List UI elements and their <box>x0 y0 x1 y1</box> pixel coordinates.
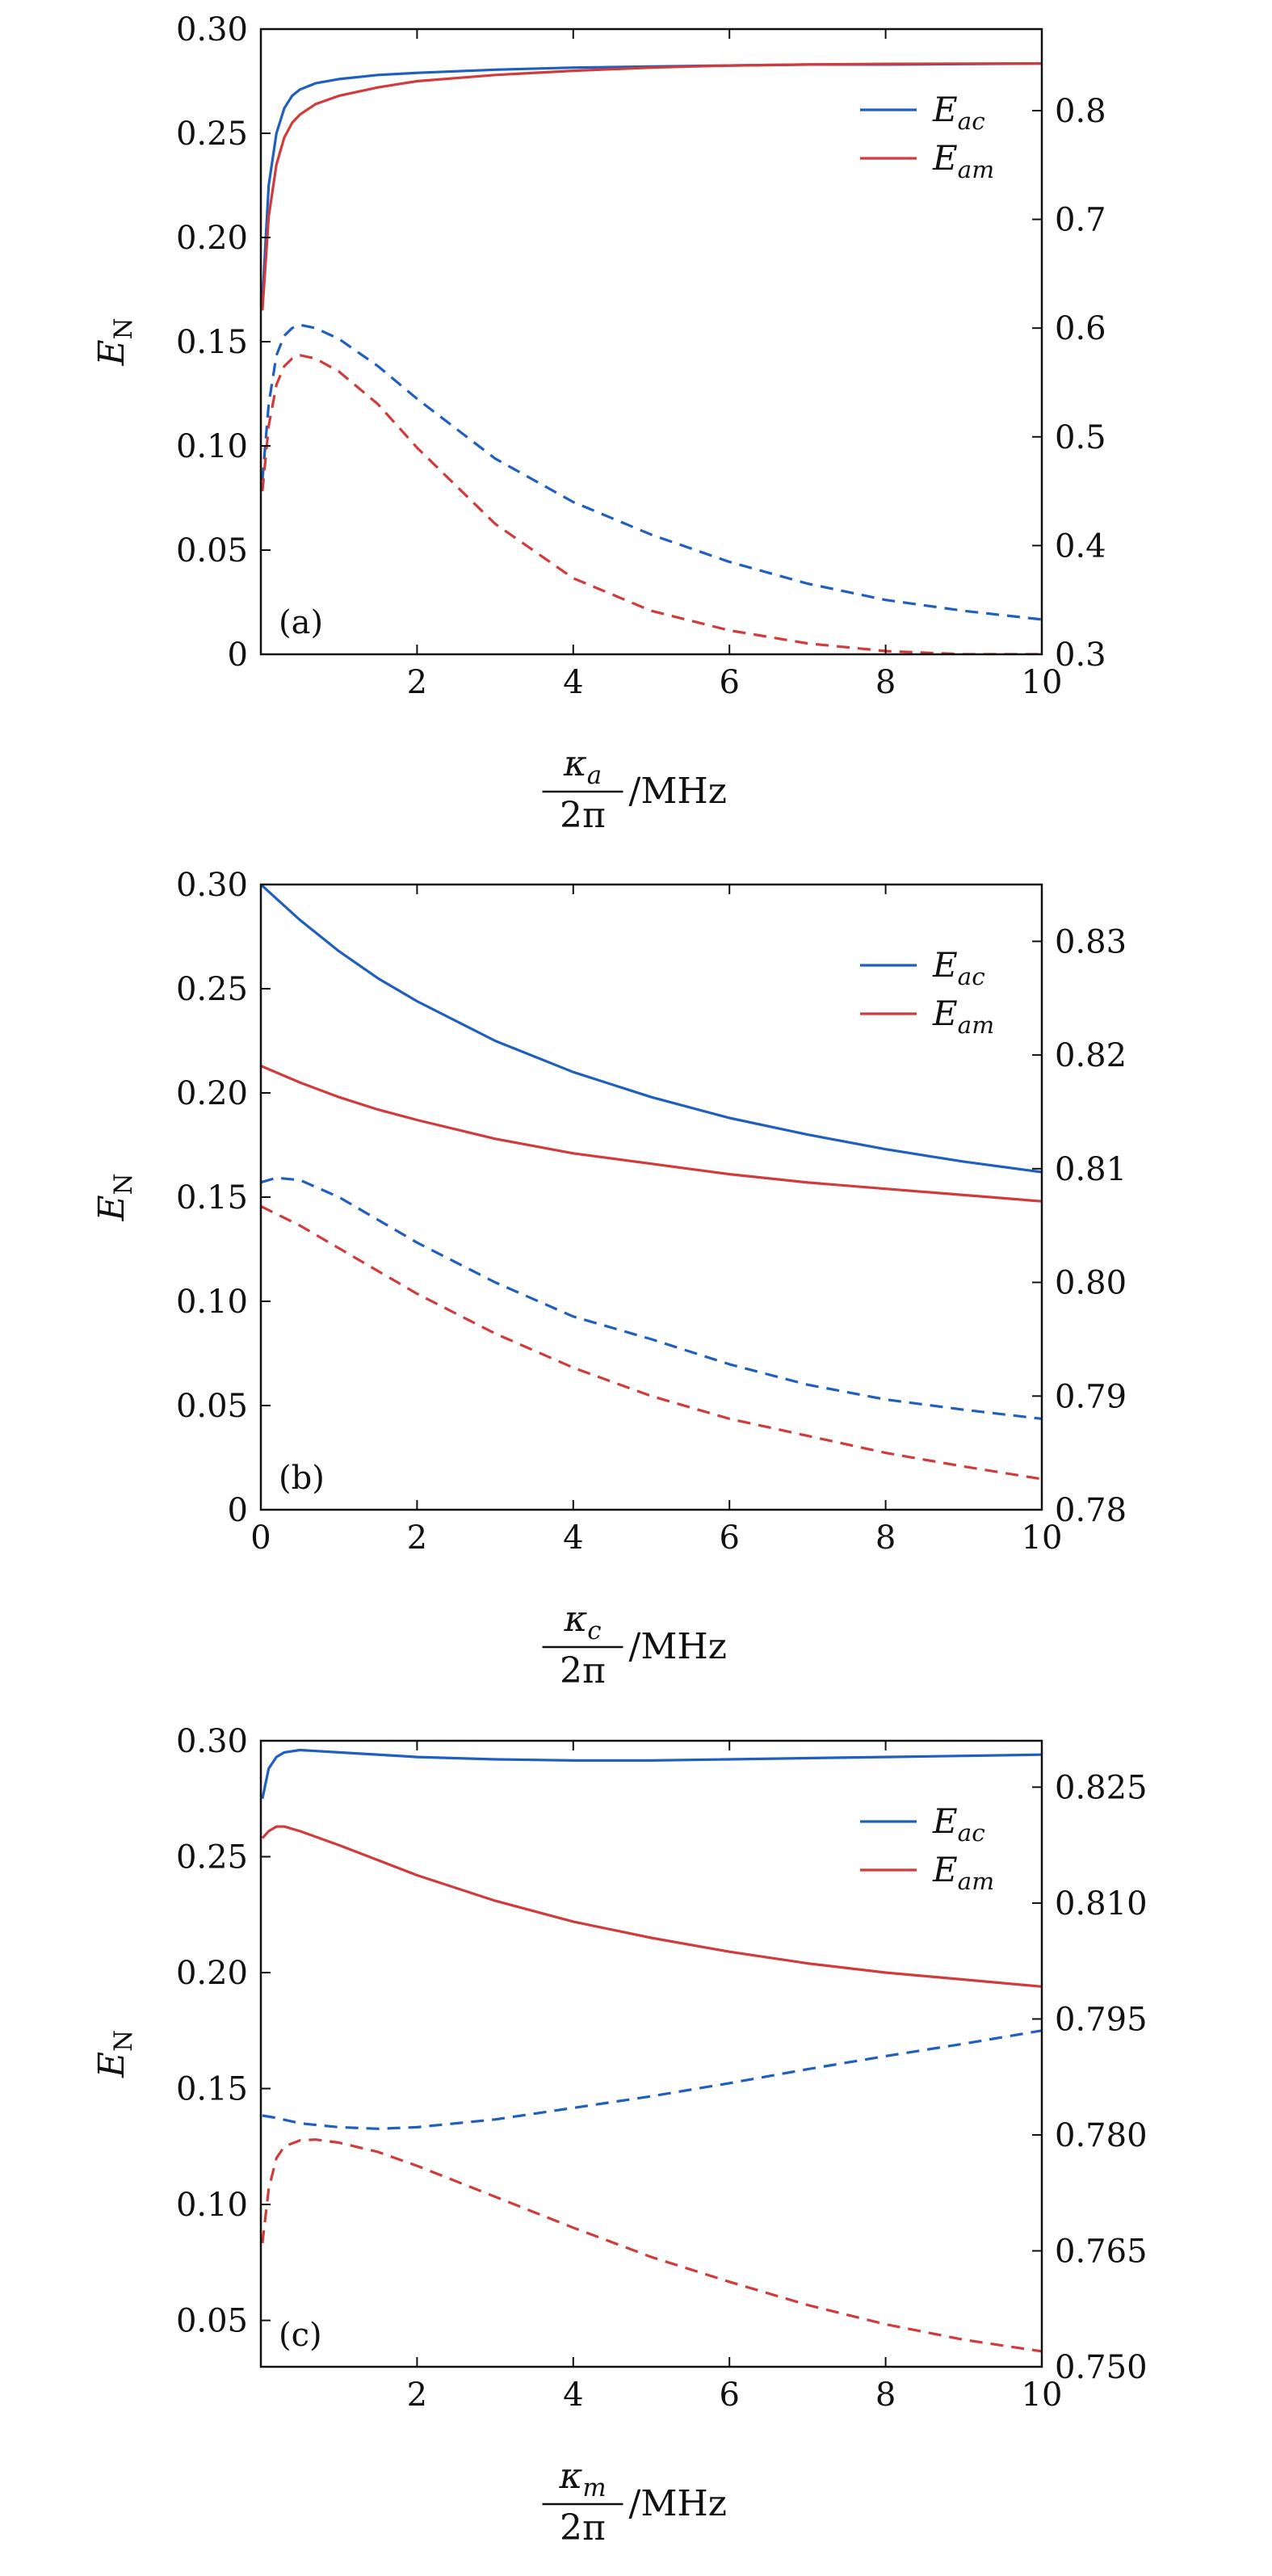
x-axis-label-numerator: κm <box>558 2456 606 2502</box>
chart-panel-b: 0 2 4 6 8 10 0 0.05 0.10 0.15 0.20 0.25 0.30 0.78 0.79… <box>91 867 1127 1691</box>
series-line-e-ac-solid <box>261 885 1042 1174</box>
x-tick-label: 4 <box>563 664 583 701</box>
y-right-tick-label: 0.765 <box>1055 2233 1148 2270</box>
plot-area <box>261 62 1042 654</box>
y-left-tick-label: 0.25 <box>176 116 248 153</box>
x-tick-label: 10 <box>1022 2376 1063 2414</box>
y-right-tick-label: 0.750 <box>1055 2349 1148 2386</box>
series-line-e-ac-solid <box>261 1748 1042 1800</box>
y-right-tick-label: 0.81 <box>1055 1151 1127 1188</box>
legend-label: Eam <box>932 994 994 1039</box>
x-tick-label: 4 <box>563 1519 583 1557</box>
y-right-tick-label: 0.78 <box>1055 1492 1127 1529</box>
y-right-tick-label: 0.79 <box>1055 1378 1127 1415</box>
x-axis-label-numerator: κa <box>563 743 602 790</box>
x-axis-label-unit: /MHz <box>629 771 727 812</box>
x-tick-label: 2 <box>407 2376 427 2414</box>
y-right-tick-label: 0.6 <box>1055 310 1106 347</box>
x-axis-label-unit: /MHz <box>629 1626 727 1667</box>
chart-panel-c: 2 4 6 8 10 0.05 0.10 0.15 0.20 0.25 0.30 0.750 0.765… <box>91 1723 1148 2549</box>
series-line-e-am-dashed <box>261 1204 1042 1481</box>
y-left-tick-label: 0.05 <box>176 1388 248 1425</box>
y-left-tick-label: 0 <box>228 637 248 674</box>
x-tick-label: 2 <box>407 664 427 701</box>
y-right-tick-label: 0.4 <box>1055 527 1106 565</box>
x-tick-label: 8 <box>875 1519 896 1557</box>
chart-panel-a: 2 4 6 8 10 0 0.05 0.10 0.15 0.20 0.25 0.30 0.3 0.4 0.5… <box>91 11 1106 836</box>
y-right-tick-label: 0.8 <box>1055 93 1106 130</box>
y-left-tick-label: 0.10 <box>176 2187 248 2224</box>
series-line-e-ac-dashed <box>262 2029 1042 2130</box>
legend-label: Eac <box>932 945 985 990</box>
x-axis-label-denominator: 2π <box>560 1650 606 1691</box>
y-axis-label: EN <box>91 1173 138 1221</box>
y-right-tick-label: 0.810 <box>1055 1885 1148 1923</box>
series-line-e-am-dashed <box>261 354 1042 654</box>
legend-label: Eam <box>932 138 994 183</box>
x-tick-label: 10 <box>1022 664 1063 701</box>
y-left-tick-label: 0.30 <box>176 1723 248 1760</box>
x-axis-label-unit: /MHz <box>629 2483 727 2524</box>
y-right-tick-label: 0.80 <box>1055 1265 1127 1302</box>
legend-label: Eac <box>932 1801 985 1847</box>
y-left-tick-label: 0.15 <box>176 324 248 361</box>
y-left-tick-label: 0.20 <box>176 220 248 257</box>
series-line-e-am-dashed <box>261 2138 1042 2353</box>
y-right-tick-label: 0.825 <box>1055 1769 1148 1806</box>
series-line-e-am-solid <box>261 62 1042 311</box>
y-left-tick-label: 0.15 <box>176 2071 248 2108</box>
y-right-tick-label: 0.83 <box>1055 923 1127 960</box>
x-tick-label: 4 <box>563 2376 583 2414</box>
y-left-tick-label: 0.20 <box>176 1955 248 1992</box>
y-right-tick-label: 0.780 <box>1055 2117 1148 2154</box>
y-left-tick-label: 0.20 <box>176 1075 248 1112</box>
x-axis-label-denominator: 2π <box>560 795 606 836</box>
series-line-e-ac-solid <box>261 62 1042 300</box>
y-left-tick-label: 0.05 <box>176 2303 248 2340</box>
x-tick-label: 0 <box>250 1519 271 1557</box>
plot-frame <box>259 27 1043 656</box>
legend-label: Eac <box>932 90 985 135</box>
y-left-tick-label: 0.10 <box>176 428 248 465</box>
y-right-tick-label: 0.3 <box>1055 637 1106 674</box>
series-line-e-ac-dashed <box>261 1176 1042 1420</box>
y-right-tick-label: 0.5 <box>1055 419 1106 456</box>
x-axis-label-denominator: 2π <box>560 2507 606 2549</box>
x-tick-label: 6 <box>719 664 739 701</box>
x-tick-label: 2 <box>407 1519 427 1557</box>
y-left-tick-label: 0.05 <box>176 532 248 569</box>
y-right-tick-label: 0.795 <box>1055 2001 1148 2038</box>
x-axis-label-numerator: κc <box>563 1599 601 1645</box>
y-axis-label: EN <box>91 2030 138 2078</box>
x-tick-label: 8 <box>875 2376 896 2414</box>
y-axis-label: EN <box>91 317 138 366</box>
y-right-tick-label: 0.82 <box>1055 1037 1127 1074</box>
plot-frame <box>259 1739 1043 2368</box>
y-left-tick-label: 0.30 <box>176 867 248 904</box>
y-left-tick-label: 0.10 <box>176 1284 248 1321</box>
y-right-tick-label: 0.7 <box>1055 202 1106 239</box>
x-tick-label: 6 <box>719 2376 739 2414</box>
x-tick-label: 10 <box>1022 1519 1063 1557</box>
legend-label: Eam <box>932 1850 994 1895</box>
series-line-e-am-solid <box>261 1065 1042 1203</box>
x-tick-label: 8 <box>875 664 896 701</box>
series-line-e-ac-dashed <box>261 323 1042 621</box>
y-left-tick-label: 0.25 <box>176 971 248 1008</box>
plot-area <box>261 1748 1042 2353</box>
y-left-tick-label: 0.15 <box>176 1179 248 1217</box>
y-left-tick-label: 0 <box>228 1492 248 1529</box>
x-tick-label: 6 <box>719 1519 739 1557</box>
panel-label: (b) <box>279 1460 325 1497</box>
panel-label: (a) <box>279 604 323 641</box>
panel-label: (c) <box>279 2317 322 2354</box>
y-left-tick-label: 0.30 <box>176 11 248 48</box>
plot-area <box>261 885 1042 1481</box>
series-line-e-am-solid <box>261 1825 1042 1988</box>
y-left-tick-label: 0.25 <box>176 1839 248 1876</box>
